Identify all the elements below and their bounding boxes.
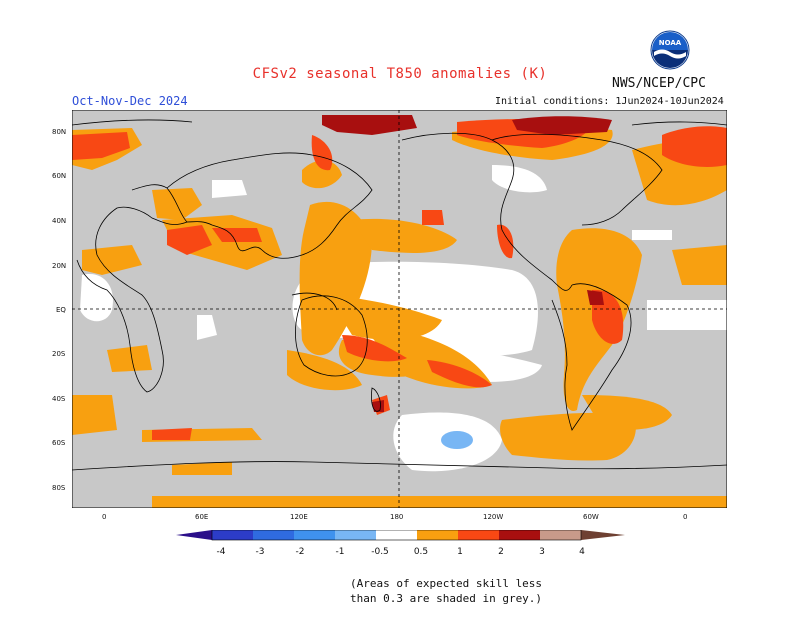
legend-tick-label: -0.5 xyxy=(371,547,389,557)
skill-note-line-2: than 0.3 are shaded in grey.) xyxy=(350,592,543,605)
lon-label-60w: 60W xyxy=(583,513,599,521)
lon-label-180: 180 xyxy=(390,513,404,521)
legend-tick-label: -3 xyxy=(256,547,265,557)
lon-label-60e: 60E xyxy=(195,513,209,521)
legend-tick-label: 4 xyxy=(579,547,585,557)
anomaly-2-3 xyxy=(322,115,612,412)
noaa-logo-text: NOAA xyxy=(659,39,682,47)
legend-swatch xyxy=(417,530,458,540)
lat-label-20n: 20N xyxy=(52,262,67,270)
initial-conditions-label: Initial conditions: 1Jun2024-10Jun2024 xyxy=(495,96,724,107)
legend-swatch xyxy=(540,530,581,540)
legend-swatch xyxy=(376,530,417,540)
organization-label: NWS/NCEP/CPC xyxy=(612,76,706,91)
lon-label-0-east: 0 xyxy=(683,513,688,521)
legend-swatch xyxy=(212,530,253,540)
legend-tick-label: 0.5 xyxy=(414,547,428,557)
legend-swatch xyxy=(335,530,376,540)
legend-tick-label: -2 xyxy=(296,547,305,557)
season-label: Oct-Nov-Dec 2024 xyxy=(72,94,188,108)
legend-swatch xyxy=(253,530,294,540)
skill-note-line-1: (Areas of expected skill less xyxy=(350,577,543,590)
noaa-logo: NOAA xyxy=(650,30,690,70)
anomaly-map xyxy=(72,110,727,508)
lat-label-40n: 40N xyxy=(52,217,67,225)
lon-label-0: 0 xyxy=(102,513,107,521)
legend-tick-label: 2 xyxy=(498,547,504,557)
legend-tick-label: -4 xyxy=(217,547,226,557)
legend-arrow-right xyxy=(581,530,625,540)
legend-swatch xyxy=(458,530,499,540)
lat-label-80s: 80S xyxy=(52,484,66,492)
legend-swatch xyxy=(294,530,335,540)
chart-title: CFSv2 seasonal T850 anomalies (K) xyxy=(252,66,548,82)
lon-label-120w: 120W xyxy=(483,513,504,521)
legend-tick-label: -1 xyxy=(336,547,345,557)
lon-label-120e: 120E xyxy=(290,513,308,521)
lat-label-eq: EQ xyxy=(56,306,66,314)
legend-arrow-left xyxy=(176,530,212,540)
anomaly-1-2 xyxy=(72,119,727,440)
color-legend: -4 -3 -2 -1 -0.5 0.5 1 2 3 4 xyxy=(176,530,625,557)
anomaly-neg-05-1 xyxy=(441,431,473,449)
lat-label-60s: 60S xyxy=(52,439,66,447)
lat-label-60n: 60N xyxy=(52,172,67,180)
lat-label-80n: 80N xyxy=(52,128,67,136)
legend-tick-label: 3 xyxy=(539,547,545,557)
skill-note: (Areas of expected skill less than 0.3 a… xyxy=(350,576,542,606)
coastlines xyxy=(72,119,727,471)
legend-tick-label: 1 xyxy=(457,547,463,557)
lat-label-20s: 20S xyxy=(52,350,66,358)
lat-label-40s: 40S xyxy=(52,395,66,403)
legend-swatch xyxy=(499,530,540,540)
